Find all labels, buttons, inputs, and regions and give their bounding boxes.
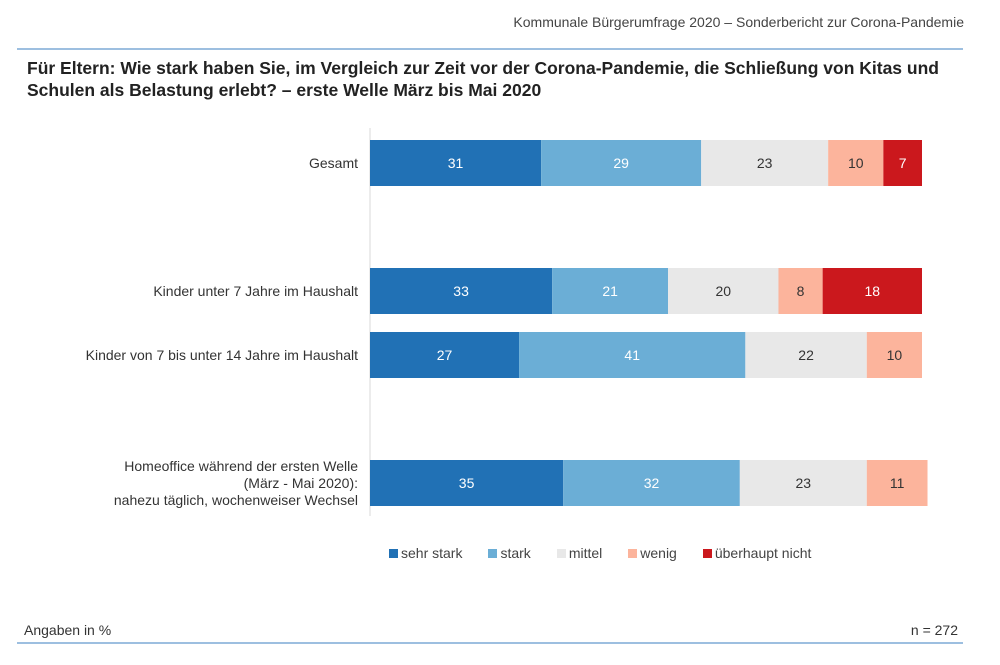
bar-segment bbox=[541, 140, 702, 186]
legend-item: mittel bbox=[556, 545, 603, 561]
category-label-line: nahezu täglich, wochenweiser Wechsel bbox=[114, 492, 358, 508]
category-label: Homeoffice während der ersten Welle (März… bbox=[114, 458, 358, 508]
bar-segment bbox=[552, 268, 669, 314]
category-label: Gesamt bbox=[309, 155, 358, 171]
category-label: Kinder von 7 bis unter 14 Jahre im Haush… bbox=[86, 347, 358, 363]
data-label: 31 bbox=[448, 155, 464, 171]
unit-note: Angaben in % bbox=[24, 622, 112, 638]
legend-swatch bbox=[702, 548, 712, 558]
bar-segment bbox=[778, 268, 823, 314]
legend-label: mittel bbox=[568, 545, 603, 561]
data-label: 20 bbox=[715, 283, 731, 299]
data-label: 32 bbox=[644, 475, 660, 491]
bar-segment bbox=[883, 140, 922, 186]
data-label: 23 bbox=[796, 475, 812, 491]
data-label: 8 bbox=[797, 283, 805, 299]
bar-segment bbox=[668, 268, 779, 314]
data-label: 29 bbox=[613, 155, 629, 171]
legend-item: wenig bbox=[628, 545, 677, 561]
data-label: 33 bbox=[453, 283, 469, 299]
data-label: 23 bbox=[757, 155, 773, 171]
legend-swatch bbox=[556, 548, 566, 558]
bar-segment bbox=[370, 140, 542, 186]
category-label-line: Homeoffice während der ersten Welle bbox=[124, 458, 358, 474]
bar-segment bbox=[745, 332, 867, 378]
data-label: 22 bbox=[798, 347, 814, 363]
header-divider bbox=[17, 48, 963, 50]
data-label: 11 bbox=[890, 475, 905, 491]
legend-label: stark bbox=[500, 545, 531, 561]
legend-label: überhaupt nicht bbox=[714, 545, 812, 561]
category-label-line: (März - Mai 2020): bbox=[244, 475, 358, 491]
legend: sehr stark stark mittel wenig überhaupt nich… bbox=[389, 545, 837, 561]
legend-swatch bbox=[488, 548, 498, 558]
bar-segment bbox=[563, 460, 740, 506]
bar-segment bbox=[822, 268, 922, 314]
legend-item: stark bbox=[488, 545, 531, 561]
data-label: 27 bbox=[437, 347, 453, 363]
bar-segment bbox=[701, 140, 829, 186]
category-label-line: Gesamt bbox=[309, 155, 358, 171]
bar-segment bbox=[866, 460, 928, 506]
report-header: Kommunale Bürgerumfrage 2020 – Sonderber… bbox=[513, 14, 964, 30]
bar-segment bbox=[519, 332, 746, 378]
sample-size: n = 272 bbox=[910, 622, 958, 638]
legend-swatch bbox=[389, 548, 398, 558]
data-label: 7 bbox=[899, 155, 907, 171]
data-label: 21 bbox=[602, 283, 618, 299]
data-label: 35 bbox=[459, 475, 475, 491]
category-label-line: Kinder unter 7 Jahre im Haushalt bbox=[153, 283, 358, 299]
legend-item: überhaupt nicht bbox=[702, 545, 812, 561]
data-label: 41 bbox=[624, 347, 640, 363]
footer-divider bbox=[17, 642, 963, 644]
bar-segment bbox=[866, 332, 922, 378]
legend-label: wenig bbox=[640, 545, 677, 561]
legend-label: sehr stark bbox=[401, 545, 463, 561]
data-label: 18 bbox=[865, 283, 881, 299]
legend-swatch bbox=[628, 548, 638, 558]
bar-segment bbox=[739, 460, 867, 506]
chart-title: Für Eltern: Wie stark haben Sie, im Verg… bbox=[27, 58, 939, 100]
data-label: 10 bbox=[848, 155, 864, 171]
bar-segment bbox=[370, 460, 564, 506]
legend-item: sehr stark bbox=[389, 545, 462, 561]
bar-segment bbox=[370, 268, 553, 314]
bar-segment bbox=[828, 140, 884, 186]
data-label: 10 bbox=[887, 347, 903, 363]
bar-segment bbox=[370, 332, 520, 378]
category-label-line: Kinder von 7 bis unter 14 Jahre im Haush… bbox=[86, 347, 358, 363]
category-label: Kinder unter 7 Jahre im Haushalt bbox=[153, 283, 358, 299]
